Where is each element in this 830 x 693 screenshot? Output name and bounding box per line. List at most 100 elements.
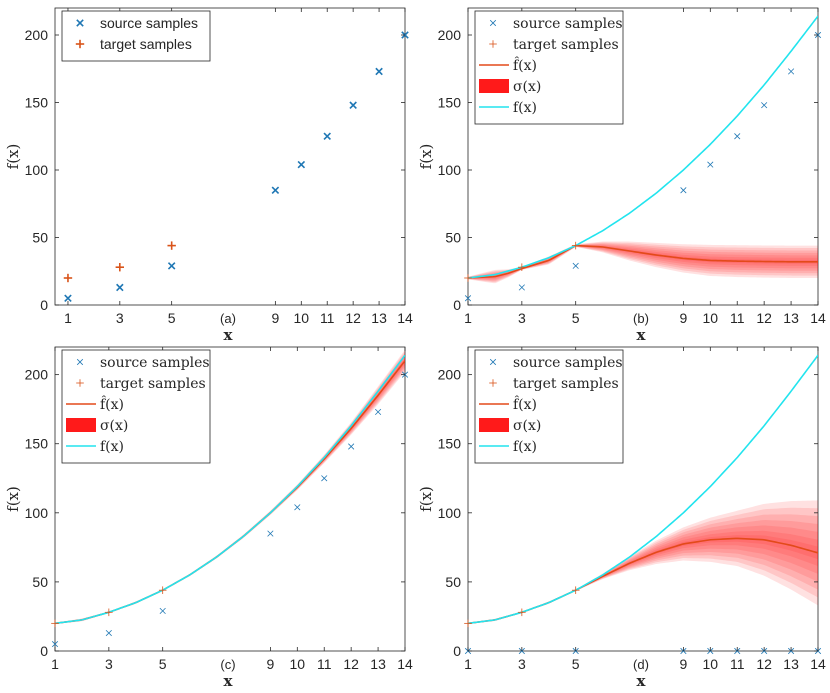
source-sample-marker [375,67,383,76]
x-tick-label: 10 [294,310,310,326]
x-tick-label: 14 [397,656,413,672]
plot-content [468,15,818,284]
x-tick-label: 1 [64,310,72,326]
legend-label: target samples [513,376,619,392]
legend-label: f̂(x) [513,395,537,413]
legend-target-marker [489,379,497,387]
legend-box [474,349,624,464]
y-tick-label: 50 [445,574,461,590]
plot-content [468,354,818,625]
legend-entry: source samples [76,15,198,31]
panel-b: 1 3 5 9 10 11 12 13 14050100150200(b)xf(x)source… [417,7,826,344]
x-tick-label: 14 [810,310,826,326]
legend-entry: σ(x) [66,418,128,434]
x-tick-label: 5 [159,656,167,672]
legend-source-marker [489,19,497,27]
sigma-band-layer [468,507,818,624]
y-tick-label: 50 [32,230,48,246]
source-sample-marker [267,530,274,537]
y-tick-label: 150 [25,95,49,111]
sigma-band-layer [468,243,818,282]
x-tick-label: 11 [730,656,745,672]
panel-label: (c) [220,657,235,672]
mean-prediction-line [468,244,818,279]
legend-entry: f̂(x) [66,395,124,413]
y-tick-label: 200 [438,27,462,43]
target-sample-marker [115,263,125,272]
x-tick-label: 5 [168,310,176,326]
legend-label: target samples [100,376,206,392]
panel-label: (b) [633,311,649,326]
y-tick-label: 100 [438,162,462,178]
x-tick-label: 1 [464,310,472,326]
y-tick-label: 0 [453,643,461,659]
x-tick-label: 13 [783,310,799,326]
source-sample-marker [64,294,72,303]
y-axis-label: f(x) [417,486,435,512]
legend-label: source samples [513,355,623,371]
legend-box [474,10,624,125]
true-function-line [468,15,818,279]
source-sample-marker [572,262,579,269]
legend-label: σ(x) [513,79,541,95]
target-sample-marker [158,586,167,594]
x-axis-label: x [224,672,234,690]
legend-label: σ(x) [513,418,541,434]
source-sample-marker [167,262,176,270]
sigma-band-layer [468,514,818,624]
source-sample-marker [680,187,687,194]
legend-label: f(x) [513,100,537,116]
true-function-line [55,354,405,625]
y-axis-label: f(x) [4,144,22,170]
source-sample-marker [518,284,525,291]
x-tick-label: 5 [572,310,580,326]
legend-label: source samples [513,16,623,32]
x-tick-label: 13 [371,310,387,326]
legend-entry: f(x) [479,100,537,116]
source-sample-marker [105,629,112,637]
source-sample-marker [734,133,741,140]
x-axis-label: x [224,326,234,344]
legend-label: σ(x) [100,418,128,434]
target-sample-marker [51,619,59,628]
legend-entry: target samples [75,36,192,52]
target-sample-marker [167,241,176,250]
y-tick-label: 0 [453,297,461,313]
sigma-band-layer [468,520,818,624]
sigma-band-layer [468,530,818,624]
legend-target-marker [75,39,85,49]
legend-label: f(x) [100,439,124,455]
legend: source samples target samples f̂(x) σ(x) f(x… [474,10,624,125]
source-sample-marker [374,408,382,416]
target-sample-marker [571,241,580,250]
legend-target-marker [489,40,497,48]
source-sample-marker [159,607,166,615]
legend-entry: target samples [489,37,619,53]
y-axis-label: f(x) [417,144,435,170]
x-tick-label: 9 [679,310,687,326]
legend-source-marker [76,358,84,366]
source-sample-marker [271,186,280,195]
legend-band-swatch [479,79,509,93]
x-tick-label: 12 [756,656,772,672]
x-tick-label: 14 [397,310,413,326]
source-sample-marker [321,475,328,482]
x-tick-label: 10 [703,656,719,672]
x-tick-label: 11 [320,310,335,326]
panel-c: 1 3 5 9 10 11 12 13 14050100150200(c)xf(x)source… [4,346,413,690]
y-tick-label: 150 [438,95,462,111]
x-tick-label: 3 [105,656,113,672]
y-tick-label: 50 [445,230,461,246]
legend-target-marker [76,379,84,387]
legend-box [61,349,211,464]
sigma-band-layer [468,242,818,283]
x-tick-label: 9 [271,310,279,326]
panel-d: 1 3 5 9 10 11 12 13 14050100150200(d)xf(x)source… [417,346,826,690]
legend-label: f̂(x) [100,395,124,413]
x-tick-label: 11 [317,656,332,672]
x-axis-label: x [637,672,647,690]
panel-label: (d) [633,657,649,672]
